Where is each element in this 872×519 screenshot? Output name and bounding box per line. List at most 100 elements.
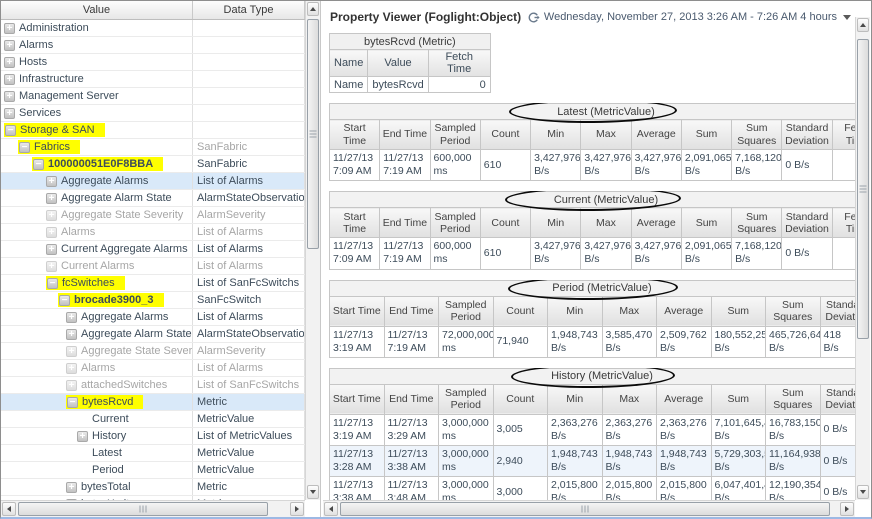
tree-row-attachedswitches[interactable]: attachedSwitches List of SanFcSwitchs bbox=[1, 377, 305, 394]
tree-item-label: bytesXmit bbox=[81, 498, 129, 500]
tree-item-label: Services bbox=[19, 107, 62, 119]
chevron-down-icon[interactable] bbox=[843, 14, 851, 20]
tree-type-cell: List of Alarms bbox=[193, 258, 305, 274]
expand-icon[interactable] bbox=[4, 39, 15, 51]
tree-row-alarms[interactable]: Alarms List of Alarms bbox=[1, 360, 305, 377]
tree-row-history[interactable]: History List of MetricValues bbox=[1, 428, 305, 445]
scroll-thumb[interactable] bbox=[307, 19, 319, 249]
collapse-icon[interactable] bbox=[47, 277, 58, 289]
tree-row-100000051e0f8bba[interactable]: 100000051E0F8BBA SanFabric bbox=[1, 156, 305, 173]
metric-cell: 3,427,976 B/s bbox=[580, 237, 632, 270]
highlight-marker: Fabrics bbox=[18, 140, 81, 154]
expand-icon[interactable] bbox=[66, 345, 77, 357]
expand-icon[interactable] bbox=[66, 362, 77, 374]
column-header-data-type[interactable]: Data Type bbox=[193, 1, 305, 19]
tree-row-period[interactable]: Period MetricValue bbox=[1, 462, 305, 479]
column-header-sum-squares: Sum Squares bbox=[731, 207, 783, 239]
expand-icon[interactable] bbox=[4, 22, 15, 34]
tree-row-current-aggregate-alarms[interactable]: Current Aggregate Alarms List of Alarms bbox=[1, 241, 305, 258]
tree-row-hosts[interactable]: Hosts bbox=[1, 54, 305, 71]
horizontal-scrollbar-right[interactable] bbox=[323, 500, 855, 517]
scroll-right-icon[interactable] bbox=[290, 502, 304, 516]
expand-icon[interactable] bbox=[66, 498, 77, 500]
tree-row-alarms[interactable]: Alarms List of Alarms bbox=[1, 224, 305, 241]
metric-cell: 180,552,258,280 B/s bbox=[710, 325, 766, 358]
tree-row-current-alarms[interactable]: Current Alarms List of Alarms bbox=[1, 258, 305, 275]
scroll-right-icon[interactable] bbox=[840, 502, 854, 516]
expand-icon[interactable] bbox=[46, 209, 57, 221]
scroll-thumb[interactable] bbox=[340, 502, 830, 516]
highlight-marker: 100000051E0F8BBA bbox=[32, 157, 164, 171]
vertical-scrollbar-left[interactable] bbox=[305, 1, 320, 500]
expand-icon[interactable] bbox=[46, 226, 57, 238]
expand-icon[interactable] bbox=[4, 56, 15, 68]
scroll-left-icon[interactable] bbox=[2, 502, 16, 516]
expand-icon[interactable] bbox=[77, 430, 88, 442]
tree-row-management-server[interactable]: Management Server bbox=[1, 88, 305, 105]
expand-icon[interactable] bbox=[4, 73, 15, 85]
collapse-icon[interactable] bbox=[19, 141, 30, 153]
tree-row-aggregate-alarms[interactable]: Aggregate Alarms List of Alarms bbox=[1, 309, 305, 326]
tree-row-aggregate-alarm-state[interactable]: Aggregate Alarm StateAlarmStateObservati… bbox=[1, 190, 305, 207]
column-header-value[interactable]: Value bbox=[1, 1, 193, 19]
tree-row-fcswitches[interactable]: fcSwitches List of SanFcSwitchs bbox=[1, 275, 305, 292]
horizontal-scrollbar-left[interactable] bbox=[1, 500, 305, 517]
tree-row-fabrics[interactable]: Fabrics SanFabric bbox=[1, 139, 305, 156]
scroll-thumb[interactable] bbox=[18, 502, 268, 516]
expand-icon[interactable] bbox=[66, 311, 77, 323]
expand-icon[interactable] bbox=[46, 260, 57, 272]
scroll-left-icon[interactable] bbox=[324, 502, 338, 516]
tree-row-bytesxmit[interactable]: bytesXmit Metric bbox=[1, 496, 305, 500]
metric-cell: 11/27/13 3:38 AM bbox=[329, 476, 385, 500]
collapse-icon[interactable] bbox=[5, 124, 16, 136]
column-header-sampled-period: Sampled Period bbox=[429, 119, 481, 150]
tree-row-infrastructure[interactable]: Infrastructure bbox=[1, 71, 305, 88]
table-row: 11/27/13 3:19 AM 11/27/13 7:19 AM 72,000,0… bbox=[329, 325, 855, 358]
collapse-icon[interactable] bbox=[67, 396, 78, 408]
column-header-min: Min bbox=[530, 119, 582, 150]
tree-row-administration[interactable]: Administration bbox=[1, 20, 305, 37]
scroll-up-icon[interactable] bbox=[857, 18, 869, 32]
scroll-down-icon[interactable] bbox=[307, 485, 319, 499]
tree-item-label: fcSwitches bbox=[62, 277, 115, 289]
expand-icon[interactable] bbox=[46, 192, 57, 204]
tree-value-cell: Current Alarms bbox=[1, 258, 193, 274]
tree-row-brocade3900-3[interactable]: brocade3900_3 SanFcSwitch bbox=[1, 292, 305, 309]
expand-icon[interactable] bbox=[66, 379, 77, 391]
collapse-icon[interactable] bbox=[33, 158, 44, 170]
tree-row-bytesrcvd[interactable]: bytesRcvd Metric bbox=[1, 394, 305, 411]
metric-cell: 2,363,276 B/s bbox=[547, 413, 603, 447]
scroll-down-icon[interactable] bbox=[857, 485, 869, 499]
tree-value-cell: fcSwitches bbox=[1, 275, 193, 291]
time-range-selector[interactable]: Wednesday, November 27, 2013 3:26 AM - 7… bbox=[527, 11, 851, 24]
vertical-scrollbar-right[interactable] bbox=[855, 17, 870, 500]
metric-table-latest-metricvalue: Latest (MetricValue) Start Time End Time Sa… bbox=[329, 103, 855, 182]
expand-icon[interactable] bbox=[46, 175, 57, 187]
tree-row-storage-san[interactable]: Storage & SAN bbox=[1, 122, 305, 139]
collapse-icon[interactable] bbox=[59, 294, 70, 306]
expand-icon[interactable] bbox=[66, 328, 77, 340]
tree-row-bytestotal[interactable]: bytesTotal Metric bbox=[1, 479, 305, 496]
tree-item-label: Infrastructure bbox=[19, 73, 84, 85]
scroll-thumb[interactable] bbox=[857, 39, 869, 339]
expand-icon[interactable] bbox=[66, 481, 77, 493]
metric-cell: 11/27/13 3:19 AM bbox=[329, 325, 385, 358]
column-header-max: Max bbox=[601, 383, 657, 415]
tree-type-cell: List of MetricValues bbox=[193, 428, 305, 444]
tree-row-aggregate-alarm-state[interactable]: Aggregate Alarm StateAlarmStateObservati… bbox=[1, 326, 305, 343]
expand-icon[interactable] bbox=[46, 243, 57, 255]
tree-row-current[interactable]: Current MetricValue bbox=[1, 411, 305, 428]
metric-cell: 3,005 bbox=[492, 413, 548, 447]
tree-row-services[interactable]: Services bbox=[1, 105, 305, 122]
expand-icon[interactable] bbox=[4, 90, 15, 102]
tree-row-aggregate-alarms[interactable]: Aggregate Alarms List of Alarms bbox=[1, 173, 305, 190]
scroll-up-icon[interactable] bbox=[307, 2, 319, 16]
metric-cell: 11/27/13 7:19 AM bbox=[383, 325, 439, 358]
metric-cell: 7,101,645,440 B/s bbox=[710, 413, 766, 447]
expand-icon[interactable] bbox=[4, 107, 15, 119]
highlight-marker: Storage & SAN bbox=[4, 123, 105, 137]
tree-row-alarms[interactable]: Alarms bbox=[1, 37, 305, 54]
tree-row-latest[interactable]: Latest MetricValue bbox=[1, 445, 305, 462]
